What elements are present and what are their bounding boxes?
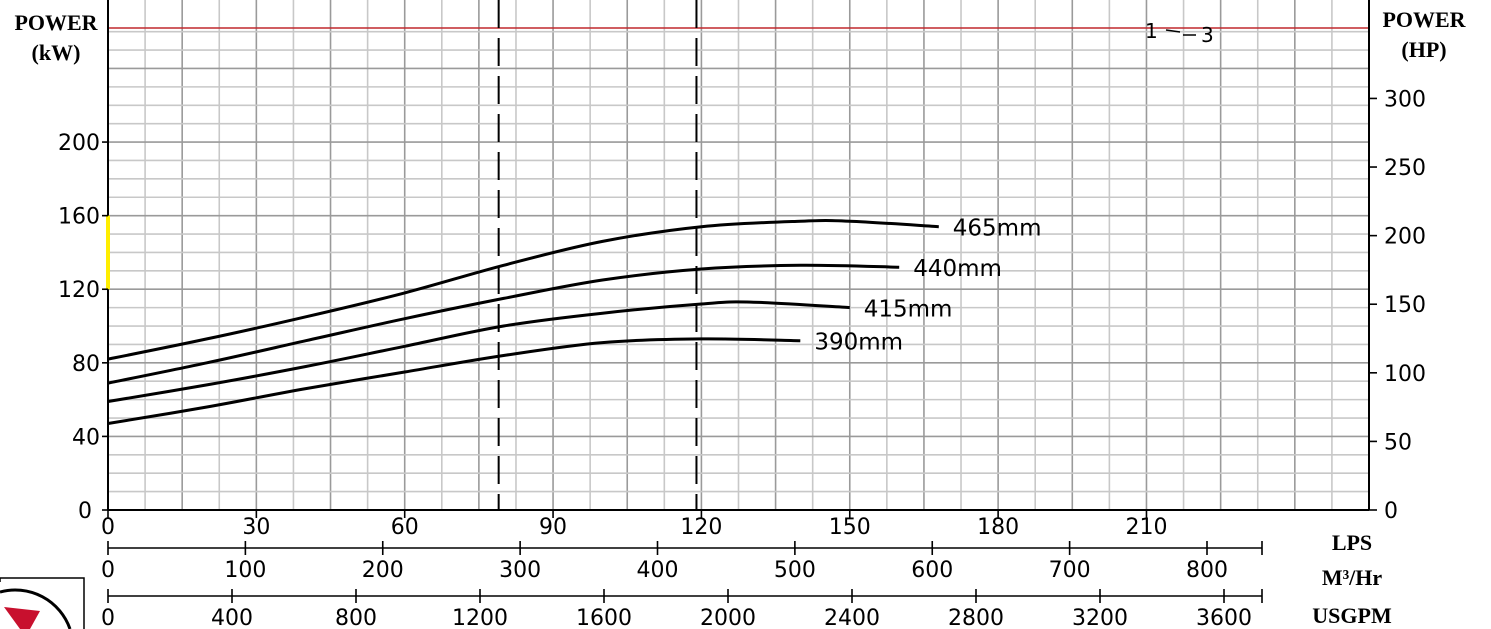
lps-tick-label: 90 (539, 515, 567, 540)
left-tick-label: 40 (72, 425, 100, 450)
usgpm-tick-label: 2400 (824, 606, 880, 629)
logo-frame (0, 577, 85, 629)
yellow-marker (106, 215, 110, 290)
curve-label-440mm: 440mm (913, 256, 1002, 282)
curve-415mm (107, 300, 850, 403)
usgpm-tick-label: 3600 (1196, 606, 1252, 629)
reference-label-dash (1165, 29, 1181, 33)
x-unit-lps: LPS (1332, 530, 1372, 555)
curve-440mm (107, 263, 900, 385)
grid (107, 0, 1370, 511)
m3hr-tick-label: 600 (911, 558, 953, 583)
m3hr-tick-label: 500 (774, 558, 816, 583)
usgpm-tick-label: 2000 (700, 606, 756, 629)
reference-label-right: 3 (1201, 23, 1214, 47)
right-tick-label: 50 (1384, 430, 1412, 455)
lps-tick-label: 150 (829, 515, 871, 540)
curve-label-465mm: 465mm (953, 216, 1042, 242)
x-unit-usgpm: USGPM (1312, 603, 1392, 628)
right-tick-label: 300 (1384, 87, 1426, 112)
left-tick-label: 120 (58, 278, 100, 303)
right-tick-label: 150 (1384, 293, 1426, 318)
m3hr-tick-label: 800 (1186, 558, 1228, 583)
usgpm-tick-label: 800 (335, 606, 377, 629)
usgpm-tick-label: 0 (101, 606, 115, 629)
logo-ring (0, 588, 72, 629)
right-tick-label: 250 (1384, 156, 1426, 181)
lps-tick-label: 30 (242, 515, 270, 540)
usgpm-tick-label: 3200 (1072, 606, 1128, 629)
usgpm-tick-label: 2800 (948, 606, 1004, 629)
right-axis-title: POWER (1382, 7, 1466, 32)
right-axis-unit: (HP) (1401, 37, 1446, 62)
lps-tick-label: 0 (101, 515, 115, 540)
usgpm-tick-label: 1600 (576, 606, 632, 629)
left-tick-label: 0 (78, 499, 92, 524)
axis-labels: POWER (kW) POWER (HP) LPS M³/Hr USGPM (14, 7, 1466, 628)
curve-465mm (107, 218, 939, 361)
curve-390mm (107, 337, 801, 425)
left-tick-label: 160 (58, 205, 100, 230)
lps-tick-label: 120 (680, 515, 722, 540)
left-tick-label: 200 (58, 131, 100, 156)
m3hr-tick-label: 400 (637, 558, 679, 583)
right-tick-label: 0 (1384, 499, 1398, 524)
lps-tick-label: 210 (1125, 515, 1167, 540)
dashed-lines (497, 0, 698, 510)
m3hr-tick-label: 200 (362, 558, 404, 583)
curve-label-415mm: 415mm (864, 297, 953, 323)
curve-label-390mm: 390mm (814, 330, 903, 356)
usgpm-tick-label: 1200 (452, 606, 508, 629)
lps-tick-label: 180 (977, 515, 1019, 540)
right-tick-label: 100 (1384, 362, 1426, 387)
usgpm-tick-label: 400 (211, 606, 253, 629)
right-tick-label: 200 (1384, 225, 1426, 250)
m3hr-tick-label: 700 (1049, 558, 1091, 583)
left-tick-label: 80 (72, 352, 100, 377)
m3hr-tick-label: 0 (101, 558, 115, 583)
left-axis-unit: (kW) (32, 40, 81, 65)
logo-red-mark (4, 607, 40, 629)
logo-fragment (0, 577, 85, 629)
reference-label-left: 1 (1145, 19, 1158, 43)
left-axis-title: POWER (14, 10, 98, 35)
m3hr-tick-label: 100 (224, 558, 266, 583)
m3hr-tick-label: 300 (499, 558, 541, 583)
lps-tick-label: 60 (391, 515, 419, 540)
power-curves: 465mm 440mm 415mm 390mm (107, 216, 1042, 425)
x-unit-m3hr: M³/Hr (1322, 565, 1383, 590)
